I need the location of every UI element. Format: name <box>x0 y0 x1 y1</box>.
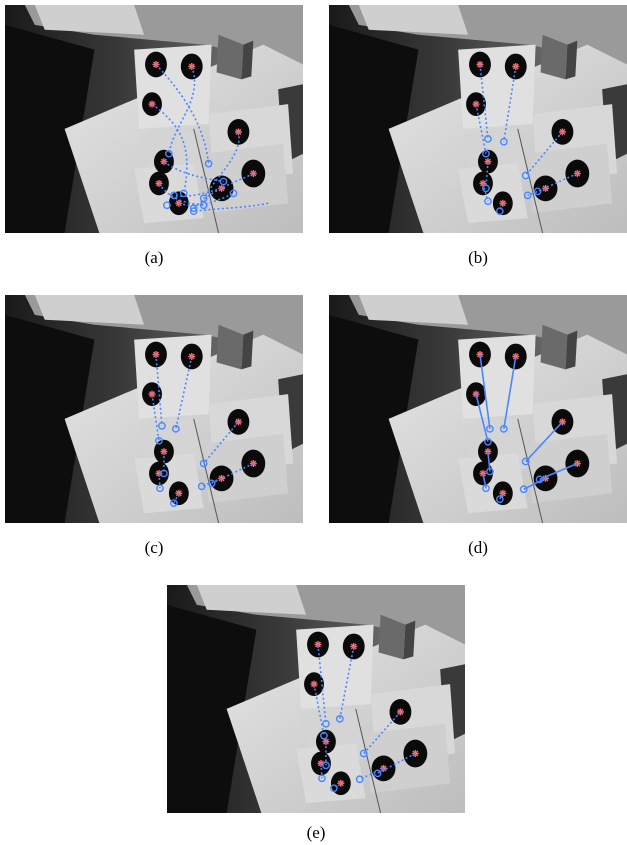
tracks-b <box>475 64 578 212</box>
panel-d <box>329 295 627 523</box>
caption-d: (d) <box>468 538 488 557</box>
caption-b: (b) <box>468 248 488 267</box>
scene-e <box>167 585 465 813</box>
tracks-c <box>151 354 254 504</box>
tracks-a <box>151 63 269 212</box>
scene-c <box>5 295 303 523</box>
circles-a <box>163 149 238 216</box>
caption-e: (e) <box>306 823 326 842</box>
caption-a: (a) <box>144 248 164 267</box>
scene-a <box>5 5 303 233</box>
circles-b <box>482 134 542 216</box>
caption-c: (c) <box>144 538 164 557</box>
panel-e <box>167 585 465 813</box>
circles-d <box>482 424 544 504</box>
tracks-d <box>475 354 578 500</box>
panel-a <box>5 5 303 233</box>
circles-c <box>155 421 216 508</box>
scene-d <box>329 295 627 523</box>
circles-e <box>318 714 382 793</box>
panel-b <box>329 5 627 233</box>
scene-b <box>329 5 627 233</box>
panel-c <box>5 295 303 523</box>
tracks-e <box>313 644 416 789</box>
